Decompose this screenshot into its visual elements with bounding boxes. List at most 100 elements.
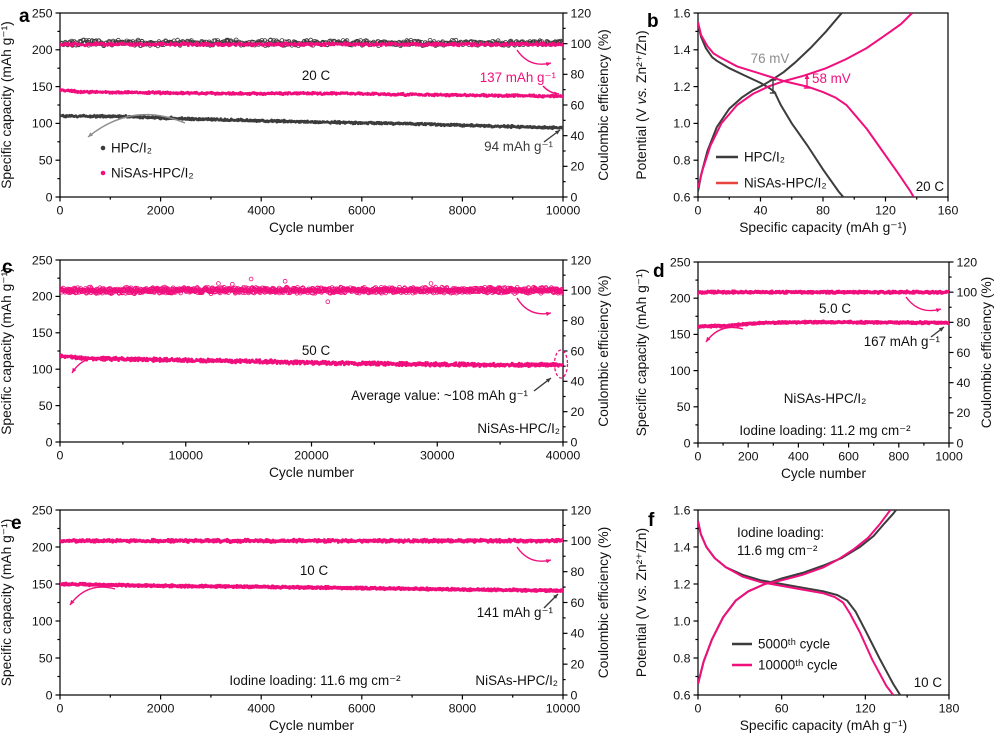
tick-label: 1.0 [673,614,690,628]
tick-label: 4000 [247,204,275,218]
legend-marker-dark [100,145,106,151]
x-axis-label: Cycle number [269,465,355,480]
series-coulombic-efficiency [698,289,949,295]
legend-label: NiSAs-HPC/I₂ [744,176,827,191]
x-axis-label: Cycle number [781,466,867,481]
curve-cycle-10000-charge [698,510,892,685]
y-axis-label: Specific capacity (mAh g⁻¹) [0,519,14,687]
annotation-text: 94 mAh g⁻¹ [484,139,553,154]
tick-label: 0.6 [673,190,690,204]
tick-label: 10000 [546,204,581,218]
tick-label: 80 [571,314,585,328]
tick-label: 100 [571,284,592,298]
tick-label: 80 [816,204,830,218]
annotation-arrow [516,297,552,315]
legend-label: HPC/I₂ [744,150,785,165]
tick-label: 80 [571,565,585,579]
annotation-text: Average value: ~108 mAh g⁻¹ [351,388,528,403]
legend-label: HPC/I₂ [111,141,152,156]
annotation-arrow [87,113,186,138]
tick-label: 0 [695,204,702,218]
annotation-text: NiSAs-HPC/I₂ [477,421,560,436]
tick-label: 200 [670,292,691,306]
annotation-text: 76 mV [751,51,790,66]
tick-label: 200 [738,450,759,464]
annotation-text: Iodine loading: 11.2 mg cm⁻² [739,423,911,438]
tick-label: 60 [571,344,585,358]
annotation-text: 20 C [302,68,331,83]
y-axis-label: Coulombic efficiency (%) [979,277,994,429]
y-axis-label: Coulombic efficiency (%) [596,29,611,181]
tick-label: 30000 [420,449,455,463]
tick-label: 20 [571,657,585,671]
tick-label: 100 [32,614,53,628]
tick-label: 6000 [348,204,376,218]
arrowhead [553,594,558,599]
tick-label: 1.4 [673,43,690,57]
legend-label: 10000ᵗʰ cycle [758,658,838,673]
plot-frame [59,509,564,696]
panel-letter-f: f [648,510,655,531]
annotation-text: 5.0 C [819,301,851,316]
series-coulombic-efficiency [60,537,563,544]
annotation-text: Iodine loading: [737,525,824,540]
annotation-text: 141 mAh g⁻¹ [477,605,554,620]
tick-label: 100 [571,534,592,548]
panel-c-chart: 0 10000 20000 30000 40000 Cycle number 0 50 100 1… [0,253,611,480]
panel-f-chart: 0 60 120 180 Specific capacity (mAh g⁻¹) 0.6 0… [634,503,960,733]
tick-label: 4000 [247,702,275,716]
x-axis-label: Specific capacity (mAh g⁻¹) [739,220,907,235]
legend-label: 5000ᵗʰ cycle [758,637,830,652]
tick-label: 0.8 [673,651,690,665]
tick-label: 250 [32,503,53,517]
tick-label: 40 [571,627,585,641]
tick-label: 100 [957,285,978,299]
tick-label: 120 [571,6,592,20]
tick-label: 1.2 [673,577,690,591]
arrowhead [545,311,551,316]
annotation-text: NiSAs-HPC/I₂ [475,673,558,688]
tick-label: 200 [32,540,53,554]
tick-label: 0 [684,436,691,450]
tick-label: 400 [788,450,809,464]
tick-label: 0.8 [673,154,690,168]
series-nisas-hpc-i2-coulombic-efficiency [60,41,563,48]
tick-label: 1.4 [673,540,690,554]
tick-label: 20 [957,406,971,420]
arrowhead [938,327,944,332]
tick-label: 6000 [348,702,376,716]
annotation-text: Iodine loading: 11.6 mg cm⁻² [229,673,401,688]
tick-label: 100 [32,117,53,131]
annotation-text: 10 C [914,675,943,690]
tick-label: 120 [875,204,896,218]
tick-label: 8000 [449,204,477,218]
tick-label: 40 [754,204,768,218]
tick-label: 100 [670,364,691,378]
x-axis-label: Cycle number [269,718,355,733]
tick-label: 250 [670,255,691,269]
tick-label: 60 [571,98,585,112]
tick-label: 40 [571,375,585,389]
tick-label: 150 [32,326,53,340]
tick-label: 180 [939,702,960,716]
panel-letter-d: d [653,261,665,282]
tick-label: 80 [957,316,971,330]
tick-label: 0 [46,435,53,449]
tick-label: 80 [571,68,585,82]
y-axis-label: Coulombic efficiency (%) [596,275,611,427]
series-hpc-i2-capacity [60,113,563,131]
tick-label: 0 [57,449,64,463]
x-axis-label: Specific capacity (mAh g⁻¹) [740,718,908,733]
tick-label: 250 [32,253,53,267]
tick-label: 1.6 [673,6,690,20]
panel-letter-a: a [19,6,30,27]
tick-label: 1.6 [673,503,690,517]
tick-label: 0 [695,450,702,464]
tick-label: 120 [855,702,876,716]
tick-label: 120 [957,255,978,269]
tick-label: 60 [957,346,971,360]
tick-label: 1.0 [673,117,690,131]
